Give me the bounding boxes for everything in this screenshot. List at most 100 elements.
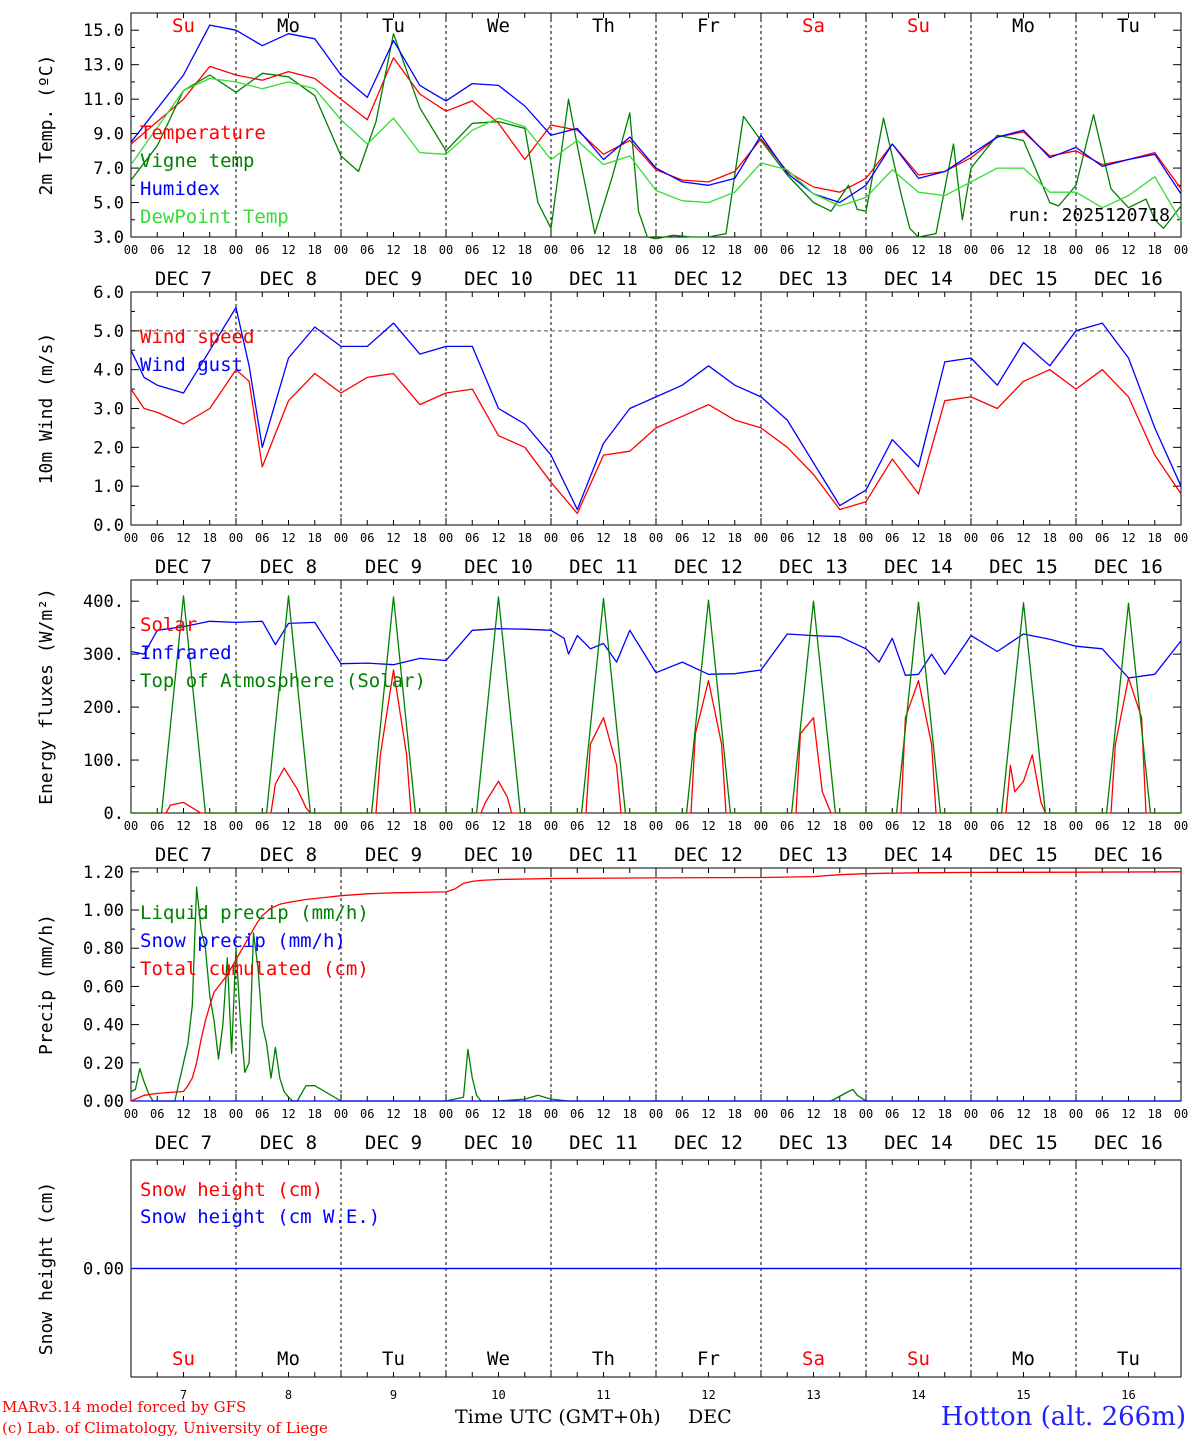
hour-tick-label: 00	[1069, 1107, 1083, 1121]
hour-tick-label: 06	[570, 243, 584, 257]
day-number-label: 7	[180, 1388, 187, 1402]
hour-tick-label: 12	[806, 1107, 820, 1121]
date-label: DEC 12	[674, 268, 743, 290]
date-label: DEC 7	[155, 268, 212, 290]
legend-entry: Liquid precip (mm/h)	[140, 902, 369, 924]
hour-tick-label: 18	[833, 1107, 847, 1121]
hour-tick-label: 00	[229, 243, 243, 257]
hour-tick-label: 12	[176, 819, 190, 833]
hour-tick-label: 00	[439, 531, 453, 545]
hour-tick-label: 18	[938, 819, 952, 833]
hour-tick-label: 18	[938, 1107, 952, 1121]
hour-tick-label: 06	[1095, 531, 1109, 545]
hour-tick-label: 00	[544, 1107, 558, 1121]
y-tick-label: 5.0	[93, 322, 124, 342]
y-tick-label: 3.0	[93, 228, 124, 248]
hour-tick-label: 12	[176, 531, 190, 545]
credit-model: MARv3.14 model forced by GFS	[2, 1398, 247, 1416]
hour-tick-label: 12	[806, 531, 820, 545]
hour-tick-label: 18	[938, 243, 952, 257]
series-line-humidex	[130, 24, 1182, 204]
weekday-label: Th	[592, 1348, 615, 1370]
date-label: DEC 14	[884, 1132, 953, 1154]
date-label: DEC 16	[1094, 556, 1163, 578]
date-label: DEC 14	[884, 268, 953, 290]
day-number-label: 9	[390, 1388, 397, 1402]
hour-tick-label: 18	[833, 243, 847, 257]
hour-tick-label: 18	[728, 1107, 742, 1121]
date-label: DEC 7	[155, 1132, 212, 1154]
hour-tick-label: 00	[1174, 1107, 1188, 1121]
hour-tick-label: 00	[964, 243, 978, 257]
y-tick-label: 4.0	[93, 361, 124, 381]
hour-tick-label: 06	[255, 1107, 269, 1121]
hour-tick-label: 06	[570, 1107, 584, 1121]
hour-tick-label: 00	[124, 243, 138, 257]
hour-tick-label: 06	[465, 531, 479, 545]
hour-tick-label: 18	[1043, 243, 1057, 257]
y-tick-label: 300.	[83, 645, 124, 665]
hour-tick-label: 00	[334, 243, 348, 257]
hour-tick-label: 12	[386, 243, 400, 257]
hour-tick-label: 12	[386, 531, 400, 545]
y-tick-label: 7.0	[93, 159, 124, 179]
day-number-label: 16	[1121, 1388, 1135, 1402]
hour-tick-label: 06	[675, 819, 689, 833]
date-label: DEC 11	[569, 268, 638, 290]
weekday-label: Su	[172, 1348, 195, 1370]
weekday-label: We	[487, 15, 510, 37]
hour-tick-label: 00	[544, 243, 558, 257]
hour-tick-label: 18	[203, 243, 217, 257]
hour-tick-label: 00	[964, 819, 978, 833]
hour-tick-label: 06	[255, 243, 269, 257]
weekday-label: Mo	[1012, 15, 1035, 37]
weekday-label: Tu	[1117, 1348, 1140, 1370]
hour-tick-label: 18	[1043, 819, 1057, 833]
hour-tick-label: 06	[465, 243, 479, 257]
day-number-label: 10	[491, 1388, 505, 1402]
hour-tick-label: 00	[1174, 531, 1188, 545]
y-axis-title: 10m Wind (m/s)	[36, 333, 57, 485]
weekday-label: Tu	[382, 1348, 405, 1370]
hour-tick-label: 12	[701, 243, 715, 257]
weekday-label: Mo	[277, 15, 300, 37]
hour-tick-label: 00	[1174, 243, 1188, 257]
weekday-label: Mo	[277, 1348, 300, 1370]
hour-tick-label: 18	[203, 819, 217, 833]
hour-tick-label: 12	[1121, 819, 1135, 833]
hour-tick-label: 18	[1043, 1107, 1057, 1121]
date-label: DEC 15	[989, 844, 1058, 866]
y-tick-label: 200.	[83, 698, 124, 718]
y-tick-label: 0.60	[83, 977, 124, 997]
hour-tick-label: 12	[1016, 819, 1030, 833]
hour-tick-label: 00	[124, 1107, 138, 1121]
hour-tick-label: 06	[885, 819, 899, 833]
legend-entry: Snow precip (mm/h)	[140, 930, 346, 952]
hour-tick-label: 00	[754, 1107, 768, 1121]
hour-tick-label: 00	[229, 819, 243, 833]
y-tick-label: 100.	[83, 751, 124, 771]
hour-tick-label: 12	[386, 1107, 400, 1121]
date-label: DEC 10	[464, 844, 533, 866]
legend-entry: Snow height (cm)	[140, 1179, 323, 1201]
hour-tick-label: 18	[623, 1107, 637, 1121]
date-label: DEC 12	[674, 556, 743, 578]
hour-tick-label: 00	[229, 531, 243, 545]
legend-entry: DewPoint Temp	[140, 206, 289, 228]
y-tick-label: 0.80	[83, 939, 124, 959]
y-axis-title: Precip (mm/h)	[36, 914, 57, 1055]
hour-tick-label: 06	[570, 819, 584, 833]
date-label: DEC 10	[464, 268, 533, 290]
y-tick-label: 1.0	[93, 477, 124, 497]
hour-tick-label: 06	[360, 819, 374, 833]
run-annotation: run: 2025120718	[1007, 205, 1170, 226]
hour-tick-label: 12	[491, 243, 505, 257]
hour-tick-label: 12	[806, 819, 820, 833]
hour-tick-label: 06	[990, 1107, 1004, 1121]
date-label: DEC 9	[365, 844, 422, 866]
y-axis-title: 2m Temp. (ºC)	[36, 55, 57, 196]
hour-tick-label: 18	[728, 819, 742, 833]
hour-tick-label: 06	[150, 819, 164, 833]
hour-tick-label: 00	[439, 243, 453, 257]
